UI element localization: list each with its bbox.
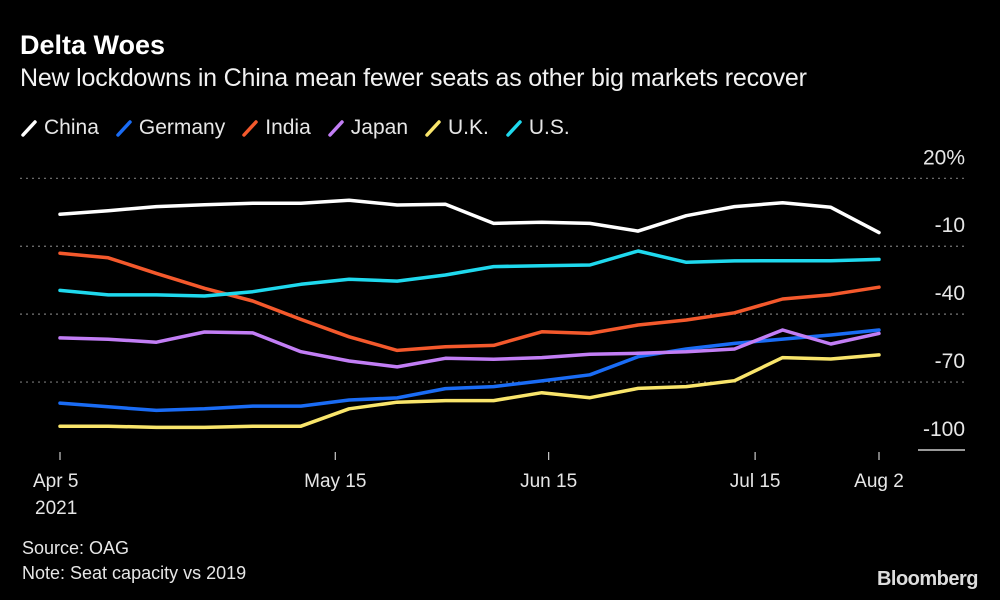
legend-swatch-icon: [242, 120, 258, 137]
series-line-us: [58, 249, 881, 298]
legend-swatch-icon: [21, 120, 37, 137]
y-tick-label: -40: [935, 282, 965, 305]
series-line-germany: [58, 328, 881, 413]
legend-item: Germany: [115, 116, 225, 140]
x-tick-label: Aug 2: [854, 471, 904, 492]
series-line-india: [58, 251, 881, 353]
x-tick-label: Jun 15: [520, 471, 577, 492]
y-tick-label: -70: [935, 350, 965, 373]
x-tick-label: Apr 5: [33, 471, 78, 492]
legend-swatch-icon: [425, 120, 441, 137]
y-tick-label: -100: [923, 418, 965, 441]
series-line-japan: [58, 328, 881, 369]
series-line-china: [58, 198, 881, 235]
x-tick-label: Jul 15: [730, 471, 781, 492]
source-note: Source: OAG: [22, 538, 130, 558]
bloomberg-logo: Bloomberg: [876, 568, 979, 590]
legend-swatch-icon: [506, 120, 522, 137]
legend-item: China: [20, 116, 99, 140]
chart-subtitle: New lockdowns in China mean fewer seats …: [20, 64, 807, 92]
legend-label: Japan: [350, 116, 408, 139]
x-tick-year-label: 2021: [35, 498, 77, 519]
legend-item: Japan: [327, 116, 408, 140]
legend-label: U.K.: [448, 116, 489, 139]
y-tick-label: 20%: [923, 146, 965, 169]
legend-label: China: [44, 116, 99, 139]
legend-label: Germany: [138, 116, 226, 139]
x-tick-label: May 15: [304, 471, 366, 492]
legend-item: India: [241, 116, 311, 140]
legend-swatch-icon: [116, 120, 132, 137]
chart-title: Delta Woes: [20, 30, 166, 60]
y-tick-label: -10: [935, 214, 965, 237]
legend: China Germany India Japan U.K. U.S.: [20, 116, 570, 140]
legend-label: India: [265, 116, 311, 139]
legend-item: U.K.: [424, 116, 489, 140]
legend-label: U.S.: [528, 116, 570, 139]
legend-swatch-icon: [328, 120, 344, 137]
footnote: Note: Seat capacity vs 2019: [22, 563, 247, 583]
legend-item: U.S.: [505, 116, 570, 140]
series-line-uk: [58, 353, 881, 430]
